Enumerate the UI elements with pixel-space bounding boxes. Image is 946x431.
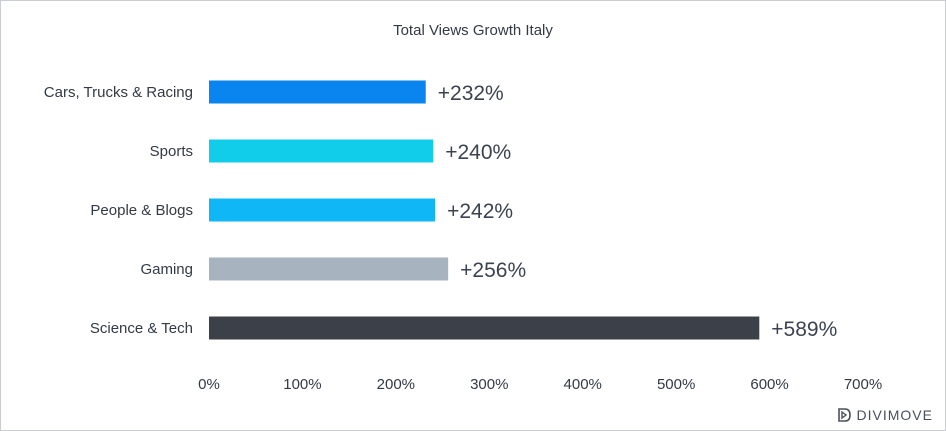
value-label: +589% [771, 318, 837, 341]
x-axis-ticks: 0% 100% 200% 300% 400% 500% 600% 700% [198, 376, 882, 393]
value-label: +232% [438, 82, 504, 105]
category-label: People & Blogs [90, 202, 193, 219]
x-tick-label: 400% [564, 376, 602, 393]
bar [209, 80, 426, 104]
x-tick-label: 300% [470, 376, 508, 393]
value-label: +242% [447, 200, 513, 223]
x-tick-label: 200% [377, 376, 415, 393]
bar [209, 257, 449, 281]
category-label: Sports [150, 143, 193, 160]
bar-group [209, 80, 760, 340]
value-labels: +232% +240% +242% +256% +589% [438, 82, 838, 341]
x-tick-label: 0% [198, 376, 220, 393]
brand-name: DIVIMOVE [856, 407, 933, 423]
bar [209, 316, 760, 340]
brand-logo: DIVIMOVE [836, 407, 933, 423]
bar [209, 198, 436, 222]
chart-title: Total Views Growth Italy [393, 22, 553, 39]
category-label: Science & Tech [90, 320, 193, 337]
category-labels: Cars, Trucks & Racing Sports People & Blog… [44, 84, 193, 337]
bar [209, 139, 434, 163]
value-label: +256% [460, 259, 526, 282]
x-tick-label: 500% [657, 376, 695, 393]
category-label: Cars, Trucks & Racing [44, 84, 193, 101]
x-tick-label: 100% [283, 376, 321, 393]
x-tick-label: 700% [844, 376, 882, 393]
divimove-logo-icon [837, 408, 851, 422]
value-label: +240% [445, 141, 511, 164]
x-tick-label: 600% [750, 376, 788, 393]
category-label: Gaming [140, 261, 193, 278]
